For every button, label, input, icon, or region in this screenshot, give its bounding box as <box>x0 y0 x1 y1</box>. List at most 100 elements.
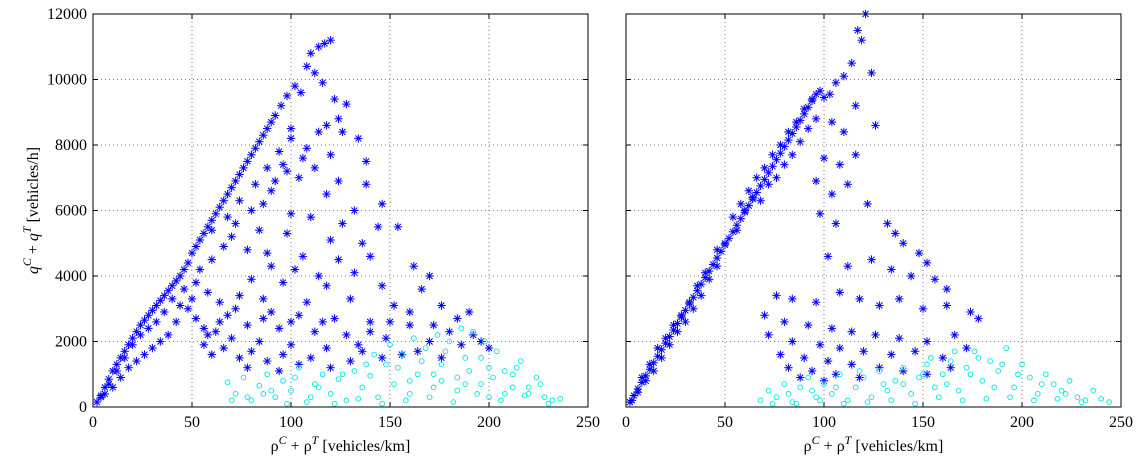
circle-point <box>545 400 552 407</box>
asterisk-point <box>231 176 240 186</box>
asterisk-stroke <box>895 295 903 303</box>
asterisk-point <box>853 26 862 35</box>
circle-point <box>1003 345 1010 351</box>
asterisk-stroke <box>828 325 836 332</box>
asterisk-point <box>389 301 399 310</box>
circle-point <box>525 384 532 391</box>
asterisk-stroke <box>773 174 780 182</box>
asterisk-point <box>148 306 157 315</box>
asterisk-stroke <box>208 256 216 263</box>
asterisk-point <box>183 304 193 313</box>
asterisk-stroke <box>658 346 665 354</box>
asterisk-point <box>697 291 706 300</box>
asterisk-stroke <box>785 128 792 136</box>
circle-point <box>991 384 998 391</box>
asterisk-stroke <box>967 308 974 316</box>
circle-point <box>315 384 322 391</box>
asterisk-stroke <box>315 272 323 280</box>
asterisk-point <box>267 117 276 127</box>
asterisk-stroke <box>299 253 307 260</box>
asterisk-point <box>290 265 300 274</box>
asterisk-stroke <box>335 256 342 263</box>
asterisk-stroke <box>854 27 861 34</box>
asterisk-point <box>409 262 418 271</box>
circle-point <box>248 397 255 404</box>
asterisk-point <box>962 343 971 353</box>
asterisk-stroke <box>781 143 788 150</box>
asterisk-point <box>156 337 165 346</box>
asterisk-stroke <box>220 197 227 204</box>
asterisk-stroke <box>196 266 204 273</box>
x-tick-label: 150 <box>378 414 402 431</box>
circle-point <box>466 368 473 374</box>
asterisk-stroke <box>781 318 788 326</box>
asterisk-stroke <box>244 246 251 254</box>
asterisk-stroke <box>777 351 784 358</box>
y-tick-label: 0 <box>79 399 87 416</box>
circle-point <box>785 391 792 397</box>
asterisk-point <box>899 239 908 248</box>
asterisk-point <box>681 317 690 327</box>
asterisk-stroke <box>121 354 128 362</box>
circle-point <box>908 391 914 397</box>
asterisk-stroke <box>701 269 709 277</box>
asterisk-point <box>744 186 753 195</box>
asterisk-point <box>362 180 371 189</box>
asterisk-point <box>942 301 951 310</box>
asterisk-stroke <box>733 226 741 234</box>
asterisk-point <box>286 317 296 327</box>
asterisk-point <box>310 327 319 336</box>
asterisk-point <box>148 343 157 353</box>
asterisk-stroke <box>832 220 840 227</box>
asterisk-point <box>744 201 753 210</box>
circle-point <box>402 397 409 404</box>
asterisk-point <box>136 330 145 340</box>
asterisk-stroke <box>216 203 224 211</box>
asterisk-point <box>764 180 773 189</box>
asterisk-stroke <box>153 302 160 309</box>
asterisk-stroke <box>438 354 445 362</box>
circle-point <box>821 381 827 387</box>
asterisk-point <box>405 307 414 317</box>
asterisk-stroke <box>105 380 113 388</box>
asterisk-stroke <box>307 49 315 57</box>
asterisk-stroke <box>319 318 326 326</box>
asterisk-stroke <box>634 388 642 396</box>
asterisk-point <box>918 304 928 313</box>
circle-point <box>288 387 294 394</box>
asterisk-stroke <box>351 207 358 214</box>
asterisk-stroke <box>690 305 697 313</box>
asterisk-point <box>358 347 367 356</box>
circle-point <box>228 397 235 404</box>
asterisk-stroke <box>291 266 299 273</box>
asterisk-point <box>199 340 209 349</box>
asterisk-point <box>314 42 323 51</box>
x-tick-label: 0 <box>622 414 630 431</box>
asterisk-stroke <box>256 138 263 146</box>
asterisk-point <box>772 173 781 182</box>
asterisk-stroke <box>943 302 951 309</box>
asterisk-point <box>310 68 319 78</box>
asterisk-point <box>195 235 205 245</box>
asterisk-stroke <box>204 223 212 231</box>
asterisk-point <box>314 271 323 281</box>
circle-point <box>999 361 1006 368</box>
x-tick-label: 200 <box>1010 414 1034 431</box>
asterisk-stroke <box>753 189 760 196</box>
asterisk-stroke <box>133 357 140 365</box>
circle-point <box>355 395 362 402</box>
circle-point <box>498 397 504 404</box>
circle-point <box>860 374 867 381</box>
asterisk-point <box>116 373 125 382</box>
asterisk-point <box>871 330 880 340</box>
asterisk-point <box>338 219 347 228</box>
asterisk-point <box>342 99 351 109</box>
asterisk-stroke <box>149 344 156 352</box>
asterisk-point <box>851 101 860 110</box>
asterisk-point <box>966 307 975 317</box>
asterisk-stroke <box>327 364 334 372</box>
asterisk-point <box>243 320 252 330</box>
circle-point <box>272 394 279 401</box>
asterisk-stroke <box>374 223 382 231</box>
asterisk-stroke <box>765 169 772 177</box>
